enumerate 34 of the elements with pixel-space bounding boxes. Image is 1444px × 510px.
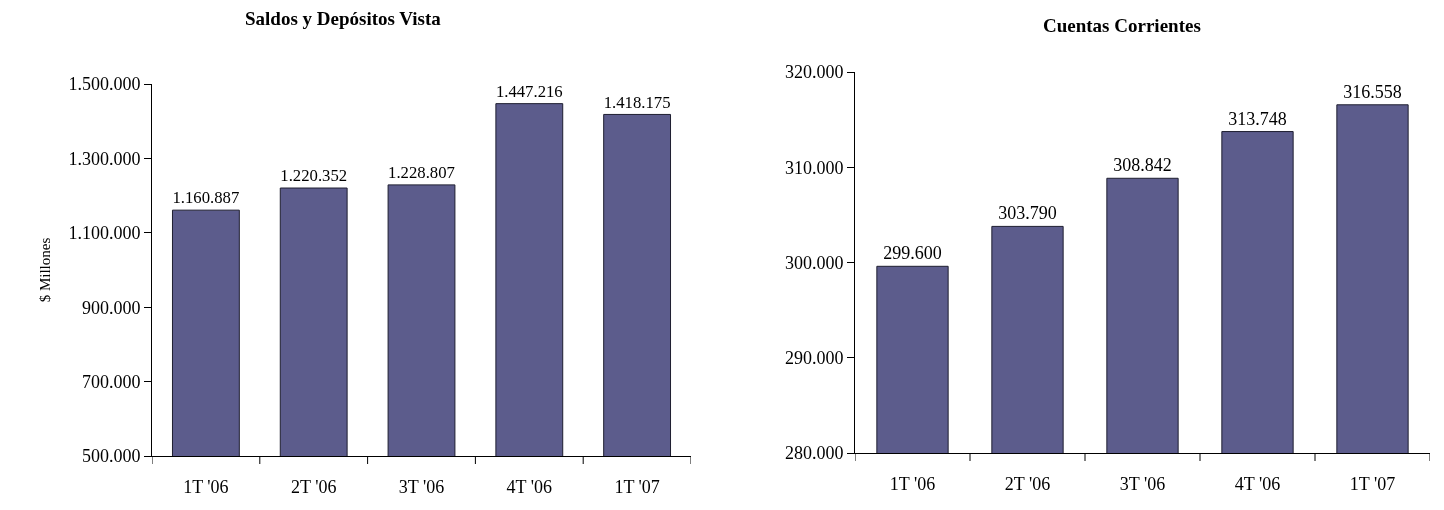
y-tick-label: 320.000 — [784, 62, 844, 83]
data-label: 316.558 — [1343, 81, 1402, 102]
chart-title: Saldos y Depósitos Vista — [245, 8, 442, 29]
data-label: 1.220.352 — [280, 166, 348, 186]
data-label: 303.790 — [998, 203, 1057, 224]
y-tick-label: 1.300.000 — [68, 148, 141, 169]
chart-title: Cuentas Corrientes — [1043, 15, 1201, 36]
y-tick-label: 500.000 — [81, 446, 141, 467]
data-label: 1.447.216 — [495, 81, 563, 101]
data-label: 1.160.887 — [172, 188, 240, 208]
x-tick-label: 2T '06 — [1004, 473, 1051, 494]
x-tick-label: 3T '06 — [398, 476, 445, 497]
y-tick-label: 1.500.000 — [68, 74, 141, 95]
y-axis-title: $ Millones — [36, 237, 53, 303]
y-tick-label: 280.000 — [784, 443, 844, 464]
y-tick-label: 290.000 — [784, 348, 844, 369]
data-label: 308.842 — [1113, 155, 1172, 176]
y-tick-label: 700.000 — [81, 371, 141, 392]
data-label: 299.600 — [883, 243, 942, 264]
x-tick-label: 1T '07 — [614, 476, 660, 497]
y-tick-label: 900.000 — [81, 297, 141, 318]
x-tick-label: 2T '06 — [290, 476, 337, 497]
x-tick-label: 4T '06 — [506, 476, 553, 497]
y-tick-label: 300.000 — [784, 252, 844, 273]
x-tick-label: 1T '07 — [1349, 473, 1396, 494]
data-label: 1.228.807 — [388, 163, 455, 183]
x-tick-label: 1T '06 — [889, 473, 936, 494]
data-label: 1.418.175 — [603, 92, 671, 112]
x-tick-label: 3T '06 — [1119, 473, 1166, 494]
x-tick-label: 1T '06 — [183, 476, 229, 497]
y-tick-label: 310.000 — [784, 157, 844, 178]
data-label: 313.748 — [1228, 108, 1287, 129]
y-tick-label: 1.100.000 — [68, 223, 141, 244]
x-tick-label: 4T '06 — [1234, 473, 1281, 494]
